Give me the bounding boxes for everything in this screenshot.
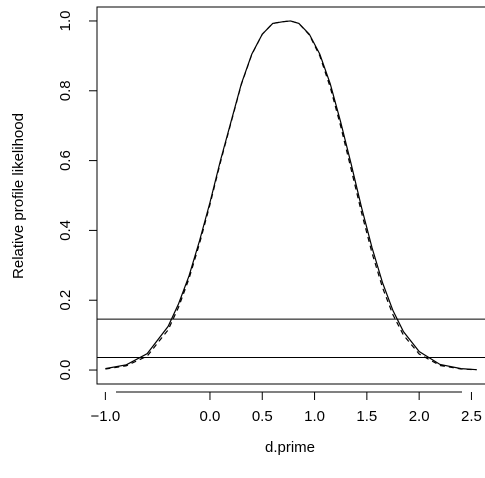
y-tick-label: 0.6 bbox=[57, 150, 74, 171]
x-axis-ticks: −1.0 0.0 0.5 1.0 1.5 2.0 2.5 bbox=[91, 392, 482, 425]
dashed-likelihood-curve bbox=[105, 20, 477, 371]
solid-likelihood-curve bbox=[105, 20, 477, 371]
x-tick-label: 2.5 bbox=[461, 408, 482, 425]
x-tick-label: 1.0 bbox=[304, 408, 325, 425]
y-axis-ticks: 0.0 0.2 0.4 0.6 0.8 1.0 bbox=[57, 11, 97, 381]
x-tick-label: 1.5 bbox=[356, 408, 377, 425]
y-tick-label: 1.0 bbox=[57, 11, 74, 32]
y-tick-label: 0.8 bbox=[57, 80, 74, 101]
x-tick-label: 0.5 bbox=[252, 408, 273, 425]
axes bbox=[96, 22, 462, 393]
plot-area bbox=[96, 6, 485, 385]
x-tick-label: 2.0 bbox=[409, 408, 430, 425]
x-tick-label: −1.0 bbox=[91, 408, 121, 425]
y-axis-title: Relative profile likelihood bbox=[10, 113, 27, 279]
x-axis-title: d.prime bbox=[265, 439, 315, 456]
y-tick-label: 0.2 bbox=[57, 290, 74, 311]
x-tick-label: 0.0 bbox=[200, 408, 221, 425]
y-tick-label: 0.0 bbox=[57, 360, 74, 381]
y-tick-label: 0.4 bbox=[57, 220, 74, 241]
plot-frame bbox=[96, 6, 485, 385]
